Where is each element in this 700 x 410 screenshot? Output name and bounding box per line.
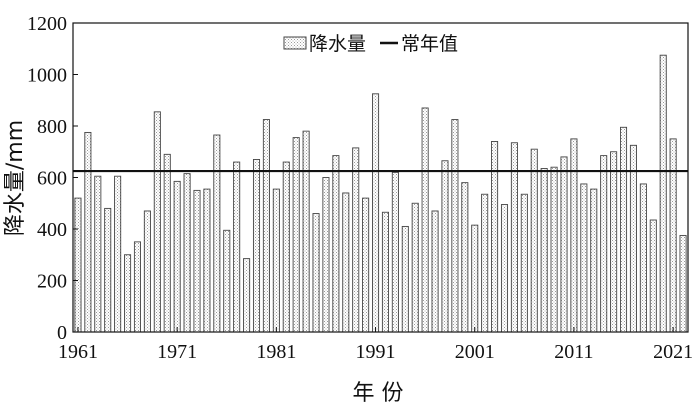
bar-1993 bbox=[391, 171, 399, 333]
bar-2007 bbox=[530, 148, 538, 333]
bar-1962 bbox=[84, 131, 92, 333]
bar-1982 bbox=[282, 161, 290, 333]
bar-2019 bbox=[649, 219, 657, 333]
x-tick-label-1961: 1961 bbox=[58, 341, 98, 363]
bar-1979 bbox=[252, 159, 261, 333]
bar-1973 bbox=[193, 189, 201, 333]
bar-1966 bbox=[124, 254, 132, 333]
bar-1988 bbox=[342, 192, 350, 333]
bar-1995 bbox=[411, 202, 419, 333]
bar-1986 bbox=[322, 177, 330, 333]
y-tick-label-400: 400 bbox=[37, 219, 67, 241]
bar-1968 bbox=[143, 210, 151, 333]
bars bbox=[74, 54, 687, 333]
y-tick-label-200: 200 bbox=[37, 271, 67, 293]
y-axis-title: 降水量/mm bbox=[3, 120, 28, 236]
bar-1983 bbox=[292, 137, 300, 333]
bar-1985 bbox=[312, 213, 320, 333]
legend-bar-label: 降水量 bbox=[309, 33, 366, 55]
bar-1997 bbox=[431, 210, 439, 333]
bar-2014 bbox=[600, 155, 608, 333]
bar-1989 bbox=[352, 147, 360, 333]
x-tick-label-2011: 2011 bbox=[554, 341, 593, 363]
bar-1961 bbox=[74, 197, 82, 333]
bar-2002 bbox=[481, 193, 489, 333]
x-tick-label-1991: 1991 bbox=[356, 341, 396, 363]
x-axis-title: 年 份 bbox=[353, 381, 404, 406]
bar-2006 bbox=[520, 193, 528, 333]
x-tick-label-1981: 1981 bbox=[256, 341, 296, 363]
y-tick-label-800: 800 bbox=[37, 116, 67, 138]
bar-1975 bbox=[213, 134, 221, 333]
bar-1991 bbox=[372, 93, 380, 333]
bar-2016 bbox=[620, 126, 628, 333]
bar-2008 bbox=[540, 168, 548, 333]
bar-2000 bbox=[461, 182, 469, 333]
bar-2018 bbox=[639, 183, 647, 333]
bar-1984 bbox=[302, 130, 310, 333]
legend-line-label: 常年值 bbox=[401, 33, 458, 55]
x-tick-label-1971: 1971 bbox=[157, 341, 197, 363]
bar-2012 bbox=[580, 183, 588, 333]
bar-2001 bbox=[471, 224, 479, 333]
bar-2022 bbox=[679, 234, 687, 333]
bar-1981 bbox=[272, 188, 280, 333]
legend: 降水量 常年值 bbox=[283, 33, 458, 55]
y-tick-label-600: 600 bbox=[37, 168, 67, 190]
bar-1964 bbox=[104, 207, 112, 333]
bar-1963 bbox=[94, 175, 102, 333]
bar-1994 bbox=[401, 225, 409, 333]
bar-2011 bbox=[570, 138, 578, 333]
bar-2004 bbox=[500, 204, 509, 333]
bar-2013 bbox=[590, 188, 598, 333]
bar-1999 bbox=[451, 119, 459, 333]
bar-2021 bbox=[669, 138, 677, 333]
y-tick-label-1200: 1200 bbox=[27, 13, 67, 35]
y-tick-label-0: 0 bbox=[57, 322, 67, 344]
bar-1977 bbox=[233, 161, 241, 333]
bar-1972 bbox=[183, 173, 191, 333]
bar-2015 bbox=[610, 151, 618, 333]
x-tick-label-2021: 2021 bbox=[653, 341, 693, 363]
bar-1996 bbox=[421, 107, 429, 333]
bar-1990 bbox=[362, 197, 370, 333]
bar-1987 bbox=[332, 155, 340, 333]
bar-1969 bbox=[153, 111, 161, 333]
x-tick-label-2001: 2001 bbox=[455, 341, 495, 363]
bar-1974 bbox=[203, 188, 211, 333]
bar-2020 bbox=[659, 54, 667, 333]
legend-bar-swatch bbox=[283, 36, 307, 50]
bar-2017 bbox=[629, 144, 637, 333]
bar-1992 bbox=[381, 211, 389, 333]
bar-1978 bbox=[243, 258, 251, 333]
bar-1965 bbox=[114, 175, 122, 333]
bar-1970 bbox=[163, 153, 171, 333]
bar-1971 bbox=[173, 180, 181, 333]
axes: 0 200 400 600 800 1000 1200 1961 1971 1981 1991 200… bbox=[27, 13, 693, 363]
bar-1967 bbox=[133, 241, 141, 333]
bar-1976 bbox=[223, 229, 231, 333]
bar-1998 bbox=[441, 160, 449, 333]
y-tick-label-1000: 1000 bbox=[27, 65, 67, 87]
bar-2009 bbox=[550, 166, 558, 333]
bar-2010 bbox=[560, 156, 568, 333]
bar-1980 bbox=[262, 119, 270, 333]
